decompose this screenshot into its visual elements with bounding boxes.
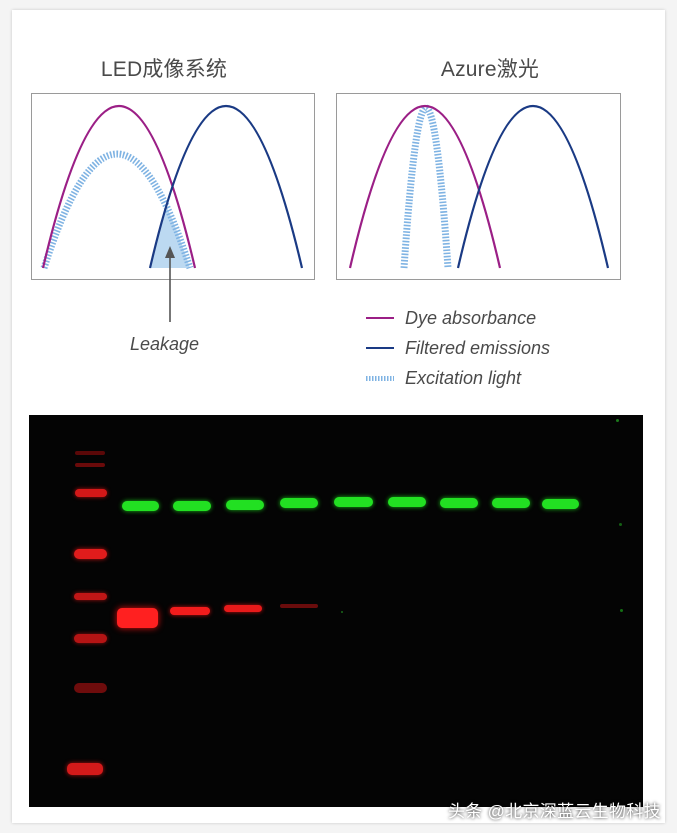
led-excitation-curve <box>40 150 194 270</box>
ladder-band <box>74 593 107 600</box>
green-band <box>388 497 426 507</box>
green-band <box>492 498 530 508</box>
laser-dye-absorbance-curve <box>348 105 502 269</box>
ladder-band <box>74 683 107 693</box>
red-band <box>117 608 158 628</box>
laser-panel-title: Azure激光 <box>440 58 540 81</box>
leakage-arrow <box>165 246 175 322</box>
led-filtered-emissions-curve <box>148 105 304 269</box>
legend: Dye absorbance Filtered emissions Excita… <box>366 303 550 393</box>
legend-item-filtered-emissions: Filtered emissions <box>366 333 550 363</box>
ladder-band <box>74 634 107 643</box>
gel-speck <box>620 609 623 612</box>
dye-absorbance-swatch <box>366 317 394 319</box>
spectrum-curves <box>40 104 610 322</box>
gel-speck <box>616 419 619 422</box>
gel-speck <box>619 523 622 526</box>
green-band <box>173 501 211 511</box>
red-band <box>280 604 318 608</box>
ladder-band <box>75 463 105 467</box>
red-band <box>224 605 262 612</box>
red-band <box>170 607 210 615</box>
western-blot-image <box>29 415 643 807</box>
watermark: 头条 @北京深蓝云生物科技 <box>448 802 661 821</box>
legend-label: Dye absorbance <box>405 307 537 328</box>
legend-item-excitation-light: Excitation light <box>366 363 550 393</box>
led-panel-title: LED成像系统 <box>100 58 228 81</box>
leakage-label: Leakage <box>130 334 200 354</box>
green-band <box>122 501 159 511</box>
green-band <box>440 498 478 508</box>
gel-speck <box>341 611 343 613</box>
laser-filtered-emissions-curve <box>456 105 610 269</box>
laser-excitation-curve <box>400 104 452 269</box>
ladder-band <box>74 549 107 559</box>
green-band <box>542 499 579 509</box>
legend-item-dye-absorbance: Dye absorbance <box>366 303 550 333</box>
green-band <box>226 500 264 510</box>
ladder-band <box>75 489 107 497</box>
green-band <box>280 498 318 508</box>
led-dye-absorbance-curve <box>41 105 197 269</box>
ladder-band <box>67 763 103 775</box>
ladder-band <box>75 451 105 455</box>
legend-label: Filtered emissions <box>405 337 551 358</box>
excitation-light-swatch <box>366 375 394 381</box>
legend-label: Excitation light <box>405 367 522 388</box>
green-band <box>334 497 373 507</box>
filtered-emissions-swatch <box>366 347 394 349</box>
